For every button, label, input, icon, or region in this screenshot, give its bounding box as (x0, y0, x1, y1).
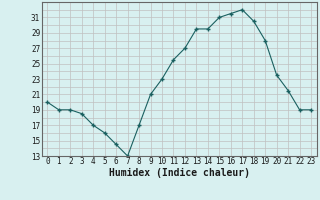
X-axis label: Humidex (Indice chaleur): Humidex (Indice chaleur) (109, 168, 250, 178)
